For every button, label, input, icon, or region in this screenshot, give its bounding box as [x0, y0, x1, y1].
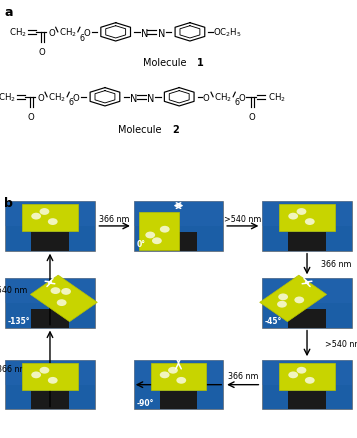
Text: $\mathregular{O}$: $\mathregular{O}$ — [83, 27, 91, 38]
Bar — [31, 232, 69, 251]
Polygon shape — [151, 363, 206, 390]
Circle shape — [297, 208, 306, 215]
Circle shape — [57, 300, 66, 306]
Text: $\mathregular{O}$: $\mathregular{O}$ — [38, 46, 46, 57]
Text: $\mathregular{N}$: $\mathregular{N}$ — [157, 27, 165, 39]
Bar — [31, 391, 69, 410]
Text: $\mathregular{O}$: $\mathregular{O}$ — [37, 92, 46, 103]
Bar — [262, 279, 352, 303]
Polygon shape — [139, 212, 178, 251]
Text: $\mathregular{N}$: $\mathregular{N}$ — [129, 92, 137, 103]
Text: Molecule: Molecule — [118, 124, 165, 134]
Bar — [160, 232, 197, 251]
Text: 366 nm: 366 nm — [99, 215, 130, 223]
Circle shape — [61, 288, 71, 295]
Bar — [5, 279, 95, 328]
Polygon shape — [280, 205, 335, 232]
Bar — [31, 309, 69, 328]
Text: $\mathregular{6}$: $\mathregular{6}$ — [234, 96, 240, 107]
Bar — [262, 201, 352, 251]
Text: 366 nm: 366 nm — [0, 364, 28, 373]
Polygon shape — [22, 205, 77, 232]
Text: $\mathregular{CH_2}$: $\mathregular{CH_2}$ — [214, 91, 232, 104]
Bar — [160, 391, 197, 410]
Text: $\mathregular{OC_2H_5}$: $\mathregular{OC_2H_5}$ — [213, 27, 242, 39]
Bar — [5, 201, 95, 251]
Circle shape — [305, 377, 315, 384]
Text: $\mathregular{CH_2}$: $\mathregular{CH_2}$ — [268, 91, 286, 104]
Circle shape — [297, 367, 306, 374]
Bar — [288, 391, 326, 410]
Text: -135°: -135° — [8, 316, 30, 325]
Circle shape — [278, 294, 288, 300]
Text: $\mathregular{O}$: $\mathregular{O}$ — [72, 92, 80, 103]
Text: $\mathregular{N}$: $\mathregular{N}$ — [140, 27, 148, 39]
Text: 366 nm: 366 nm — [321, 260, 352, 269]
Text: 2: 2 — [172, 124, 179, 134]
Circle shape — [152, 238, 162, 244]
Text: -90°: -90° — [136, 398, 154, 407]
Text: $\mathregular{O}$: $\mathregular{O}$ — [238, 92, 246, 103]
Polygon shape — [260, 276, 327, 322]
Text: $\mathregular{CH_2}$: $\mathregular{CH_2}$ — [0, 91, 16, 104]
Circle shape — [176, 377, 186, 384]
Text: $\mathregular{CH_2}$: $\mathregular{CH_2}$ — [48, 91, 66, 104]
Circle shape — [288, 371, 298, 378]
Text: 366 nm: 366 nm — [227, 371, 258, 381]
Circle shape — [48, 219, 58, 226]
Text: >540 nm: >540 nm — [325, 339, 357, 348]
Bar — [262, 360, 352, 385]
Polygon shape — [280, 363, 335, 390]
Bar — [134, 201, 223, 251]
Bar — [262, 279, 352, 328]
Bar — [134, 360, 223, 410]
Circle shape — [305, 219, 315, 226]
Bar — [288, 309, 326, 328]
Text: >540 nm: >540 nm — [224, 215, 261, 223]
Bar — [5, 279, 95, 303]
Text: 1: 1 — [197, 58, 204, 68]
Text: $\mathregular{O}$: $\mathregular{O}$ — [248, 111, 257, 122]
Text: >540 nm: >540 nm — [160, 371, 197, 381]
Circle shape — [31, 213, 41, 220]
Bar — [134, 201, 223, 226]
Bar — [262, 201, 352, 226]
Bar — [134, 360, 223, 385]
Bar — [5, 201, 95, 226]
Text: $\mathregular{6}$: $\mathregular{6}$ — [79, 32, 85, 42]
Circle shape — [160, 226, 170, 233]
Text: $\mathregular{N}$: $\mathregular{N}$ — [146, 92, 155, 103]
Bar — [5, 360, 95, 385]
Text: -45°: -45° — [265, 316, 282, 325]
Text: $\mathregular{6}$: $\mathregular{6}$ — [68, 96, 74, 107]
Bar — [5, 360, 95, 410]
Polygon shape — [30, 276, 97, 322]
Circle shape — [168, 367, 178, 374]
Circle shape — [277, 301, 287, 308]
Circle shape — [295, 297, 304, 304]
Text: b: b — [4, 197, 13, 210]
Text: $\mathregular{O}$: $\mathregular{O}$ — [27, 111, 36, 122]
Circle shape — [160, 371, 170, 378]
Circle shape — [48, 377, 58, 384]
Circle shape — [288, 213, 298, 220]
Text: Molecule: Molecule — [143, 58, 190, 68]
Text: 0°: 0° — [136, 240, 145, 249]
Bar — [288, 232, 326, 251]
Text: $\mathregular{CH_2}$: $\mathregular{CH_2}$ — [9, 27, 27, 39]
Text: $\mathregular{O}$: $\mathregular{O}$ — [202, 92, 210, 103]
Circle shape — [40, 208, 49, 215]
Text: $\mathregular{CH_2}$: $\mathregular{CH_2}$ — [59, 27, 77, 39]
Bar — [262, 360, 352, 410]
Text: a: a — [4, 6, 13, 19]
Circle shape — [40, 367, 49, 374]
Text: >540 nm: >540 nm — [0, 285, 28, 294]
Circle shape — [31, 371, 41, 378]
Polygon shape — [22, 363, 77, 390]
Circle shape — [51, 288, 60, 294]
Text: $\mathregular{O}$: $\mathregular{O}$ — [48, 27, 56, 38]
Circle shape — [145, 232, 155, 239]
